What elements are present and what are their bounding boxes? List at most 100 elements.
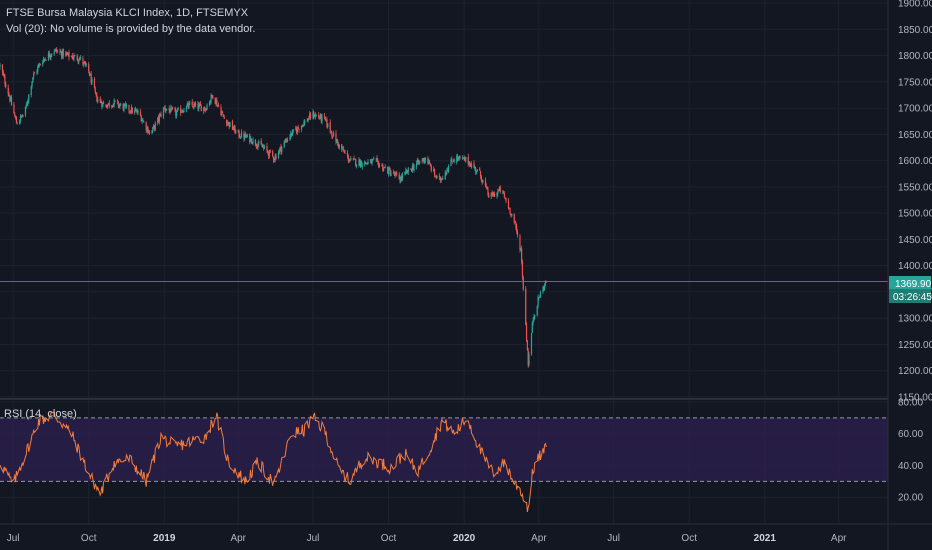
- candle-body: [412, 165, 414, 170]
- candle-body: [456, 155, 459, 160]
- candle-body: [243, 133, 245, 139]
- candle-body: [30, 86, 32, 95]
- candle-body: [447, 166, 450, 172]
- candle-body: [473, 162, 475, 169]
- candle-body: [268, 152, 270, 157]
- candle-body: [338, 144, 340, 149]
- candle-body: [182, 111, 184, 113]
- chart-title[interactable]: FTSE Bursa Malaysia KLCI Index, 1D, FTSE…: [6, 7, 249, 19]
- candle-body: [20, 115, 22, 117]
- candle-body: [418, 161, 420, 164]
- candle-body: [326, 119, 328, 127]
- candle-body: [343, 150, 345, 152]
- candle-body: [181, 111, 183, 113]
- candle-body: [410, 169, 413, 172]
- candle-body: [507, 200, 510, 209]
- candle-body: [505, 198, 507, 202]
- candle-body: [147, 127, 149, 133]
- candle-body: [176, 111, 178, 116]
- candle-body: [388, 168, 390, 170]
- rsi-series-line[interactable]: [0, 411, 547, 513]
- time-axis[interactable]: Jul Oct 2019 Apr Jul Oct 2020 Apr Jul Oct 2021 Apr: [7, 533, 847, 544]
- candle-body: [401, 174, 404, 180]
- candle-body: [124, 104, 126, 106]
- candle-body: [439, 176, 441, 181]
- candle-body: [304, 120, 306, 123]
- candle-body: [252, 138, 254, 144]
- candle-body: [275, 155, 277, 159]
- candle-body: [508, 208, 510, 210]
- time-tick-label: Jul: [307, 533, 320, 544]
- candle-body: [238, 130, 240, 137]
- candle-body: [492, 193, 494, 197]
- candle-body: [290, 132, 292, 137]
- candle-body: [165, 110, 167, 111]
- candle-body: [384, 167, 386, 169]
- candle-body: [516, 226, 518, 232]
- candle-body: [521, 261, 524, 278]
- candle-body: [371, 160, 373, 163]
- candle-body: [286, 139, 288, 142]
- rsi-axis[interactable]: 20.00 40.00 60.00 80.00: [898, 398, 923, 504]
- candle-body: [33, 72, 36, 74]
- candle-body: [510, 213, 512, 216]
- candle-body: [269, 150, 271, 152]
- candle-body: [55, 48, 57, 51]
- candle-body: [193, 103, 195, 109]
- candle-body: [129, 111, 131, 113]
- candle-body: [484, 180, 487, 186]
- candle-body: [525, 288, 527, 326]
- candle-body: [423, 158, 425, 162]
- candle-body: [148, 132, 150, 134]
- candle-body: [394, 173, 396, 177]
- candle-body: [254, 139, 257, 145]
- time-tick-label: Jul: [607, 533, 620, 544]
- candle-body: [4, 76, 6, 84]
- candle-body: [453, 160, 455, 162]
- candle-body: [189, 102, 191, 104]
- candle-body: [429, 161, 431, 164]
- candle-body: [84, 61, 86, 64]
- candle-body: [467, 156, 469, 164]
- candle-body: [56, 49, 58, 52]
- candle-body: [258, 141, 260, 144]
- candle-body: [360, 161, 362, 167]
- candle-body: [84, 62, 87, 66]
- candle-body: [53, 51, 55, 55]
- candle-body: [130, 112, 132, 114]
- candle-body: [44, 59, 46, 60]
- candle-body: [183, 110, 185, 113]
- candle-body: [234, 126, 236, 134]
- candle-body: [398, 174, 400, 180]
- candle-body: [364, 161, 366, 166]
- candle-body: [277, 152, 280, 158]
- volume-note: Vol (20): No volume is provided by the d…: [6, 23, 255, 35]
- candle-body: [233, 126, 235, 130]
- candle-body: [490, 192, 492, 197]
- candle-body: [93, 79, 96, 89]
- price-tick-label: 1550.00: [898, 182, 932, 193]
- candle-body: [203, 106, 206, 110]
- candle-body: [298, 129, 300, 131]
- price-axis[interactable]: 1150.001200.001250.001300.001350.001400.…: [898, 0, 932, 404]
- candle-body: [186, 103, 188, 106]
- candle-body: [180, 108, 182, 114]
- candle-body: [463, 157, 465, 159]
- rsi-legend[interactable]: RSI (14, close): [4, 408, 77, 420]
- candle-body: [390, 173, 392, 176]
- candle-body: [329, 122, 331, 132]
- candle-body: [452, 160, 455, 162]
- candle-body: [419, 161, 421, 163]
- candle-body: [479, 171, 482, 177]
- candle-body: [5, 84, 7, 88]
- price-tick-label: 1500.00: [898, 209, 932, 220]
- candle-body: [24, 106, 27, 116]
- price-candles[interactable]: [0, 47, 547, 368]
- candle-body: [203, 107, 205, 112]
- candle-body: [377, 159, 379, 162]
- candle-body: [266, 145, 268, 151]
- candle-body: [91, 79, 93, 83]
- candle-body: [76, 55, 78, 60]
- candle-body: [504, 197, 506, 199]
